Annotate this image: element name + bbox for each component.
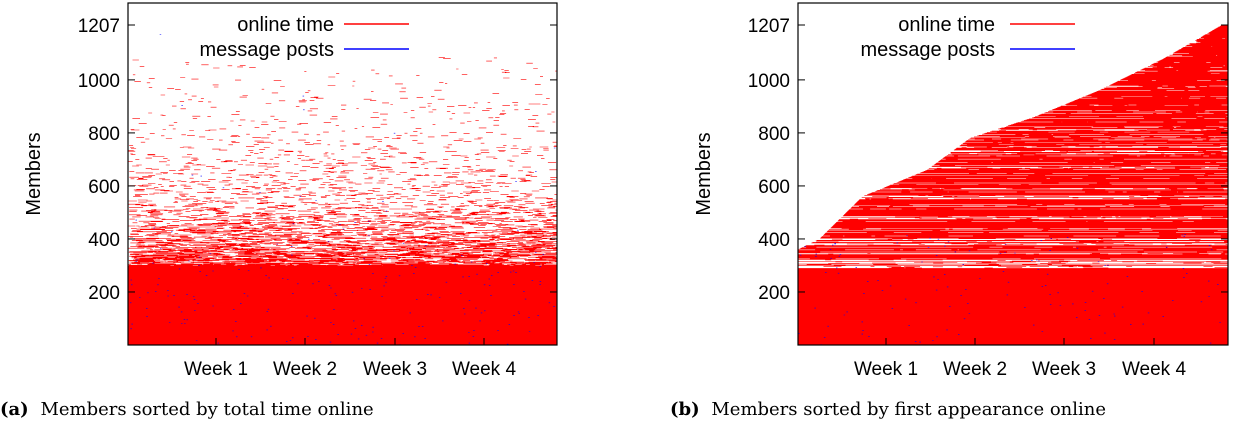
y-tick-label-1000-b: 1000 bbox=[748, 71, 790, 92]
legend-label-message-posts-a: message posts bbox=[199, 39, 334, 61]
data-marks-a bbox=[128, 34, 557, 345]
legend-label-online-time-b: online time bbox=[898, 14, 995, 36]
series-online-time-b bbox=[798, 24, 1228, 345]
legend-label-message-posts-b: message posts bbox=[860, 39, 995, 61]
y-tick-label-200-b: 200 bbox=[758, 283, 790, 304]
plot-frame-a bbox=[127, 2, 558, 346]
plot-area-b bbox=[798, 24, 1228, 345]
legend-label-online-time-a: online time bbox=[237, 14, 334, 36]
data-marks-b bbox=[798, 24, 1228, 345]
y-tick-label-200-a: 200 bbox=[88, 283, 120, 304]
y-tick-label-1000-a: 1000 bbox=[78, 71, 120, 92]
y-tick-label-800-b: 800 bbox=[758, 124, 790, 145]
caption-text-b: Members sorted by first appearance onlin… bbox=[711, 399, 1106, 420]
legend-bg-a bbox=[190, 10, 416, 64]
x-tick-label-week-1-a: Week 1 bbox=[184, 359, 248, 380]
x-axis-ticks-b: Week 1 Week 2 Week 3 Week 4 bbox=[854, 338, 1187, 380]
caption-b: (b) Members sorted by first appearance o… bbox=[670, 399, 1106, 420]
legend-a: online time message posts bbox=[190, 10, 416, 64]
y-axis-ticks-a: 200 400 600 800 1000 1207 bbox=[78, 16, 557, 304]
y-tick-label-1207-b: 1207 bbox=[748, 16, 790, 37]
x-tick-label-week-3-a: Week 3 bbox=[363, 359, 427, 380]
y-tick-label-1207-a: 1207 bbox=[78, 16, 120, 37]
x-tick-label-week-2-b: Week 2 bbox=[943, 359, 1007, 380]
y-axis-label-a: Members bbox=[23, 132, 45, 215]
series-online-time-a bbox=[128, 56, 557, 345]
y-axis-label-b: Members bbox=[693, 132, 715, 215]
x-tick-label-week-4-a: Week 4 bbox=[452, 359, 517, 380]
caption-letter-b: (b) bbox=[670, 399, 700, 420]
x-tick-label-week-4-b: Week 4 bbox=[1122, 359, 1187, 380]
y-tick-label-600-a: 600 bbox=[88, 177, 120, 198]
caption-letter-a: (a) bbox=[0, 399, 29, 420]
legend-b: online time message posts bbox=[860, 14, 1075, 61]
x-axis-ticks-a: Week 1 Week 2 Week 3 Week 4 bbox=[184, 338, 517, 380]
plot-area-a bbox=[128, 34, 557, 345]
caption-a: (a) Members sorted by total time online bbox=[0, 399, 374, 420]
y-tick-label-600-b: 600 bbox=[758, 177, 790, 198]
y-tick-label-800-a: 800 bbox=[88, 124, 120, 145]
x-tick-label-week-2-a: Week 2 bbox=[273, 359, 337, 380]
x-tick-label-week-3-b: Week 3 bbox=[1032, 359, 1096, 380]
caption-text-a: Members sorted by total time online bbox=[40, 399, 373, 420]
y-tick-label-400-b: 400 bbox=[758, 230, 790, 251]
x-tick-label-week-1-b: Week 1 bbox=[854, 359, 918, 380]
y-tick-label-400-a: 400 bbox=[88, 230, 120, 251]
plot-frame-b bbox=[797, 2, 1229, 346]
y-axis-ticks-b: 200 400 600 800 1000 1207 bbox=[748, 16, 1228, 304]
